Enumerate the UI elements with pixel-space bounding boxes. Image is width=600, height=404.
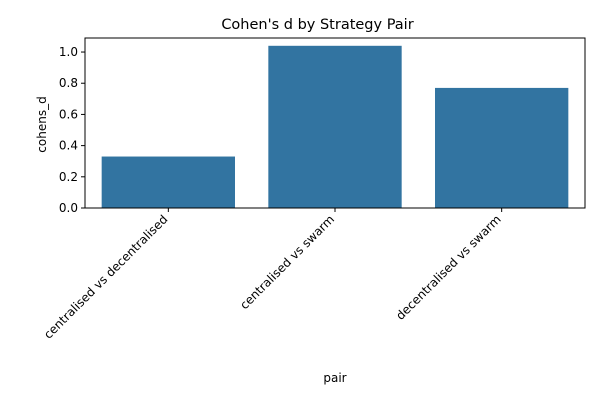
y-tick-label: 0.4 <box>59 139 78 153</box>
y-tick-label: 0.2 <box>59 170 78 184</box>
bar <box>435 87 569 208</box>
x-axis-label: pair <box>323 371 346 385</box>
y-tick-label: 0.6 <box>59 107 78 121</box>
y-axis-label: cohens_d <box>35 96 49 152</box>
y-axis: 0.0 0.2 0.4 0.6 0.8 1.0 <box>59 45 85 215</box>
bar <box>268 45 402 209</box>
bars-group <box>101 45 569 209</box>
plot-frame <box>84 37 586 209</box>
bar <box>101 156 236 208</box>
y-tick-label: 0.0 <box>59 201 78 215</box>
y-tick-label: 1.0 <box>59 45 78 59</box>
y-tick-label: 0.8 <box>59 76 78 90</box>
chart-title: Cohen's d by Strategy Pair <box>221 17 413 33</box>
